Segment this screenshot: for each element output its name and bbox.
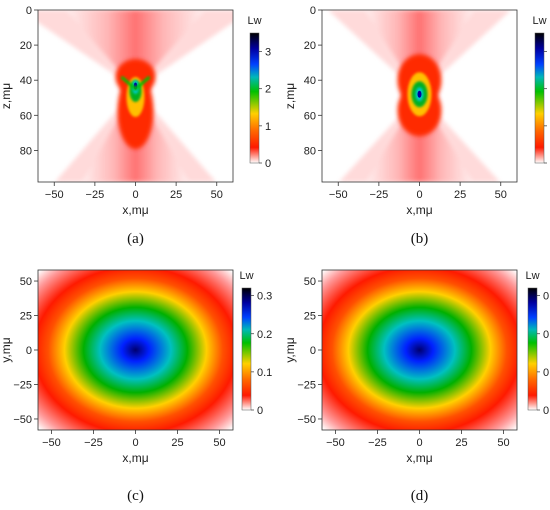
y-tick-label: 0 xyxy=(310,345,316,357)
panel-caption: (d) xyxy=(411,488,429,504)
radial-field xyxy=(38,270,233,430)
x-tick-label: 0 xyxy=(132,437,138,449)
y-tick-label: 20 xyxy=(304,40,316,52)
x-tick-label: −25 xyxy=(370,189,389,201)
x-axis-label: x,mμ xyxy=(406,203,432,217)
colorbar: Lw 0 1 2 3 xyxy=(247,15,271,170)
y-tick-label: −25 xyxy=(13,379,32,391)
y-tick-label: 80 xyxy=(304,145,316,157)
x-tick-label: −25 xyxy=(84,437,103,449)
colorbar-gradient xyxy=(527,287,538,411)
panel-caption: (b) xyxy=(411,231,429,247)
heatmap-panel: −50 −25 0 25 50 50 25 0 −25 −50 x,mμ y,mμ Lw 0 0.1 0.2 0… xyxy=(283,269,550,504)
x-tick-label: 50 xyxy=(211,189,223,201)
y-axis-label: y,mμ xyxy=(0,337,13,362)
x-tick-label: −50 xyxy=(42,437,61,449)
intensity-field xyxy=(38,10,233,182)
y-tick-label: 0 xyxy=(26,5,32,17)
x-tick-label: 50 xyxy=(495,189,507,201)
y-tick-label: −25 xyxy=(297,379,316,391)
y-tick-label: 25 xyxy=(304,311,316,323)
panel-caption: (c) xyxy=(127,488,144,504)
colorbar-gradient xyxy=(249,32,260,164)
y-tick-label: 50 xyxy=(304,276,316,288)
x-tick-label: 0 xyxy=(416,437,422,449)
heatmap-panel: −50 −25 0 25 50 50 25 0 −25 −50 x,mμ y,mμ Lw 0 0.1 0.2 0… xyxy=(0,269,272,504)
y-axis-label: z,mμ xyxy=(0,83,13,109)
colorbar-tick-label: 0.2 xyxy=(257,329,272,341)
y-tick-label: 25 xyxy=(20,311,32,323)
colorbar-label: Lw xyxy=(239,270,253,282)
colorbar-tick-label: 3 xyxy=(265,47,271,59)
y-axis-label: y,mμ xyxy=(283,337,297,362)
colorbar-tick-label: 0 xyxy=(257,405,263,417)
beam-cone-upper xyxy=(66,10,205,89)
y-tick-label: 0 xyxy=(26,345,32,357)
colorbar-gradient xyxy=(534,32,545,164)
y-tick-label: −50 xyxy=(13,414,32,426)
x-tick-label: 25 xyxy=(170,189,182,201)
y-tick-label: −50 xyxy=(297,414,316,426)
colorbar-tick-label: 0.2 xyxy=(543,329,550,341)
radial-field xyxy=(322,270,517,430)
x-tick-label: −50 xyxy=(326,437,345,449)
colorbar-tick-label: 0.3 xyxy=(543,291,550,303)
colorbar-tick-label: 0 xyxy=(543,405,549,417)
x-tick-label: −50 xyxy=(45,189,64,201)
y-tick-label: 80 xyxy=(20,145,32,157)
colorbar-tick-label: 0.3 xyxy=(257,291,272,303)
y-tick-label: 50 xyxy=(20,276,32,288)
colorbar: Lw 0 0.1 0.2 0.3 xyxy=(239,270,272,417)
x-tick-label: −25 xyxy=(368,437,387,449)
colorbar-gradient xyxy=(241,287,252,411)
y-tick-label: 40 xyxy=(20,75,32,87)
x-tick-label: 0 xyxy=(132,189,138,201)
colorbar-label: Lw xyxy=(532,15,546,27)
heatmap-panel: −50 −25 0 25 50 0 20 40 60 80 x,mμ z,mμ Lw 0 1 2 3 (a) xyxy=(0,5,271,247)
x-axis-label: x,mμ xyxy=(122,203,148,217)
intensity-field xyxy=(38,270,233,430)
colorbar-label: Lw xyxy=(525,270,539,282)
x-tick-label: 25 xyxy=(171,437,183,449)
panel-caption: (a) xyxy=(127,231,144,247)
x-tick-label: 25 xyxy=(454,189,466,201)
y-tick-label: 60 xyxy=(20,110,32,122)
x-axis-label: x,mμ xyxy=(406,451,432,465)
beam-cone-upper xyxy=(364,10,475,95)
colorbar: Lw 0 0.1 0.2 0.3 xyxy=(525,270,550,417)
y-tick-label: 40 xyxy=(304,75,316,87)
colorbar-tick-label: 2 xyxy=(265,84,271,96)
colorbar-tick-label: 1 xyxy=(265,121,271,133)
colorbar-label: Lw xyxy=(247,15,261,27)
lobe-peak xyxy=(417,90,422,98)
intensity-field xyxy=(322,270,517,430)
x-tick-label: 0 xyxy=(416,189,422,201)
intensity-field xyxy=(328,10,511,182)
x-tick-label: 50 xyxy=(497,437,509,449)
x-tick-label: 50 xyxy=(213,437,225,449)
x-tick-label: 25 xyxy=(455,437,467,449)
x-tick-label: −50 xyxy=(329,189,348,201)
y-tick-label: 60 xyxy=(304,110,316,122)
x-tick-label: −25 xyxy=(86,189,105,201)
colorbar-tick-label: 0.1 xyxy=(543,367,550,379)
x-axis-label: x,mμ xyxy=(122,451,148,465)
y-tick-label: 0 xyxy=(310,5,316,17)
focus-wing xyxy=(120,75,151,91)
beam-cone-lower xyxy=(365,94,474,182)
colorbar-tick-label: 0.1 xyxy=(257,367,272,379)
colorbar-tick-label: 0 xyxy=(265,158,271,170)
y-tick-label: 20 xyxy=(20,40,32,52)
y-axis-label: z,mμ xyxy=(283,83,297,109)
